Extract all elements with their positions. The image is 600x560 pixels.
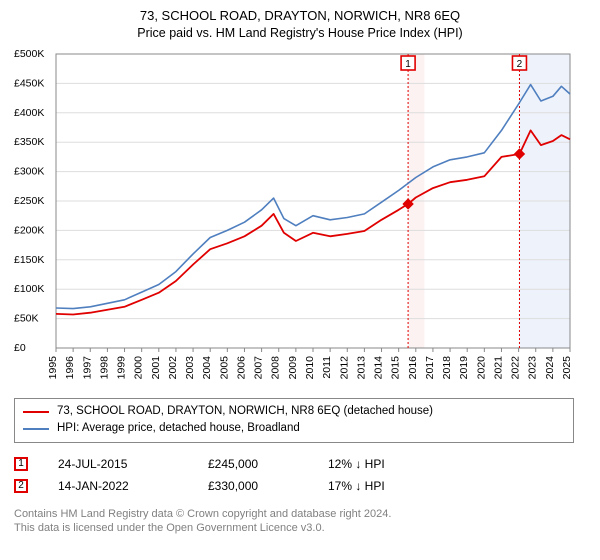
svg-text:£350K: £350K — [14, 136, 44, 148]
footer-line: Contains HM Land Registry data © Crown c… — [14, 507, 586, 522]
legend-swatch-property — [23, 411, 49, 413]
legend-swatch-hpi — [23, 428, 49, 430]
transaction-date: 14-JAN-2022 — [58, 475, 208, 497]
svg-text:2018: 2018 — [441, 356, 453, 380]
legend-item-property: 73, SCHOOL ROAD, DRAYTON, NORWICH, NR8 6… — [23, 403, 565, 420]
svg-text:2023: 2023 — [527, 356, 539, 380]
transaction-delta: 12% ↓ HPI — [328, 453, 468, 475]
svg-text:2012: 2012 — [338, 356, 350, 380]
svg-text:2004: 2004 — [201, 356, 213, 380]
svg-text:2007: 2007 — [253, 356, 265, 380]
svg-text:2: 2 — [517, 59, 523, 70]
svg-text:1: 1 — [405, 59, 411, 70]
svg-text:1995: 1995 — [47, 356, 59, 380]
svg-text:2013: 2013 — [355, 356, 367, 380]
svg-text:2002: 2002 — [167, 356, 179, 380]
chart-title-line1: 73, SCHOOL ROAD, DRAYTON, NORWICH, NR8 6… — [14, 8, 586, 23]
transaction-date: 24-JUL-2015 — [58, 453, 208, 475]
svg-text:2019: 2019 — [458, 356, 470, 380]
svg-text:2003: 2003 — [184, 356, 196, 380]
svg-text:£450K: £450K — [14, 77, 44, 89]
svg-text:£200K: £200K — [14, 224, 44, 236]
svg-text:2006: 2006 — [235, 356, 247, 380]
svg-text:2014: 2014 — [373, 356, 385, 380]
transaction-price: £330,000 — [208, 475, 328, 497]
svg-text:2024: 2024 — [544, 356, 556, 380]
svg-text:£300K: £300K — [14, 166, 44, 178]
svg-text:1998: 1998 — [98, 356, 110, 380]
svg-text:2009: 2009 — [287, 356, 299, 380]
svg-text:2011: 2011 — [321, 356, 333, 379]
legend-label: HPI: Average price, detached house, Broa… — [57, 420, 300, 437]
footer-line: This data is licensed under the Open Gov… — [14, 521, 586, 536]
svg-text:1999: 1999 — [116, 356, 128, 380]
svg-text:2020: 2020 — [475, 356, 487, 380]
transaction-list: 1 24-JUL-2015 £245,000 12% ↓ HPI 2 14-JA… — [14, 453, 574, 497]
svg-text:£100K: £100K — [14, 283, 44, 295]
svg-text:2001: 2001 — [150, 356, 162, 380]
footer-attribution: Contains HM Land Registry data © Crown c… — [14, 507, 586, 537]
svg-text:2016: 2016 — [407, 356, 419, 380]
svg-text:£150K: £150K — [14, 254, 44, 266]
transaction-marker-icon: 1 — [14, 457, 28, 471]
svg-text:2025: 2025 — [561, 356, 573, 380]
svg-text:£50K: £50K — [14, 313, 39, 325]
svg-text:£0: £0 — [14, 342, 26, 354]
transaction-row: 2 14-JAN-2022 £330,000 17% ↓ HPI — [14, 475, 574, 497]
transaction-marker-icon: 2 — [14, 479, 28, 493]
svg-text:2021: 2021 — [492, 356, 504, 380]
price-chart: £0 £50K £100K £150K £200K £250K £300K £350K £400… — [14, 48, 586, 388]
svg-text:£400K: £400K — [14, 107, 44, 119]
svg-text:£500K: £500K — [14, 48, 44, 60]
svg-text:2017: 2017 — [424, 356, 436, 380]
svg-text:2000: 2000 — [133, 356, 145, 380]
legend-item-hpi: HPI: Average price, detached house, Broa… — [23, 420, 565, 437]
svg-text:2008: 2008 — [270, 356, 282, 380]
legend-label: 73, SCHOOL ROAD, DRAYTON, NORWICH, NR8 6… — [57, 403, 433, 420]
transaction-delta: 17% ↓ HPI — [328, 475, 468, 497]
svg-text:2005: 2005 — [218, 356, 230, 380]
svg-text:2010: 2010 — [304, 356, 316, 380]
svg-text:£250K: £250K — [14, 195, 44, 207]
legend: 73, SCHOOL ROAD, DRAYTON, NORWICH, NR8 6… — [14, 398, 574, 443]
transaction-row: 1 24-JUL-2015 £245,000 12% ↓ HPI — [14, 453, 574, 475]
svg-text:2015: 2015 — [390, 356, 402, 380]
chart-title-line2: Price paid vs. HM Land Registry's House … — [14, 26, 586, 40]
svg-text:2022: 2022 — [510, 356, 522, 380]
svg-text:1997: 1997 — [81, 356, 93, 380]
transaction-price: £245,000 — [208, 453, 328, 475]
svg-text:1996: 1996 — [64, 356, 76, 380]
